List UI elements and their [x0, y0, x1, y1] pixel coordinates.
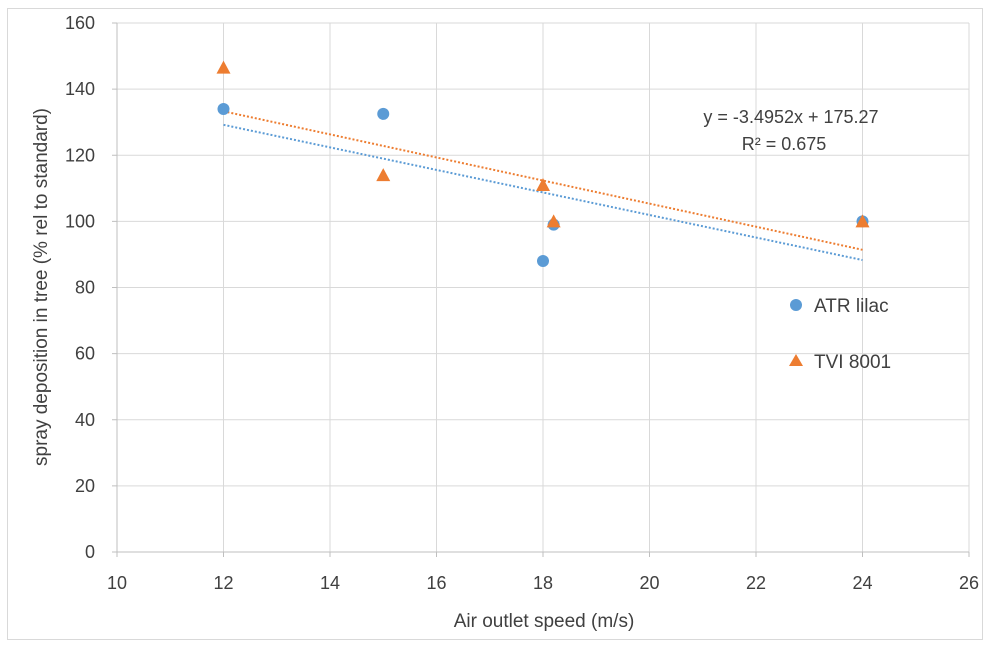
- legend-marker-tvi-8001: [789, 354, 803, 366]
- y-tick-label: 140: [65, 79, 95, 99]
- trendline-equation: y = -3.4952x + 175.27: [703, 107, 878, 127]
- x-tick-label: 20: [639, 573, 659, 593]
- trendline-atr-lilac: [223, 123, 863, 262]
- x-tick-label: 16: [426, 573, 446, 593]
- x-tick-label: 14: [320, 573, 340, 593]
- gridlines: [117, 22, 970, 552]
- y-tick-label: 60: [75, 344, 95, 364]
- y-tick-label: 120: [65, 145, 95, 165]
- x-tick-label: 24: [852, 573, 872, 593]
- trendlines: [223, 110, 863, 262]
- y-tick-label: 100: [65, 211, 95, 231]
- data-point-tvi-8001: [855, 214, 870, 228]
- legend-label-tvi-8001: TVI 8001: [814, 352, 891, 373]
- data-point-tvi-8001: [376, 168, 391, 182]
- chart-frame: [7, 8, 983, 640]
- data-point-tvi-8001: [546, 214, 561, 228]
- x-axis-label: Air outlet speed (m/s): [454, 611, 635, 632]
- legend-marker-atr-lilac: [790, 299, 802, 311]
- data-point-tvi-8001: [536, 178, 550, 192]
- trendline-r-squared: R² = 0.675: [742, 134, 827, 154]
- trendline-tvi-8001: [223, 110, 863, 251]
- x-tick-label: 18: [533, 573, 553, 593]
- y-tick-label: 0: [85, 542, 95, 562]
- axes: 10 12 14 16 18 20 22 24 26 0 20 40 60 80 100 120 140 160: [65, 13, 979, 593]
- y-axis-label: spray deposition in tree (% rel to stand…: [31, 108, 52, 466]
- x-tick-label: 26: [959, 573, 979, 593]
- legend-label-atr-lilac: ATR lilac: [814, 296, 889, 317]
- y-tick-label: 160: [65, 13, 95, 33]
- x-tick-label: 10: [107, 573, 127, 593]
- y-tick-label: 20: [75, 476, 95, 496]
- legend: ATR lilac TVI 8001: [789, 296, 891, 373]
- y-tick-label: 40: [75, 410, 95, 430]
- x-tick-label: 22: [746, 573, 766, 593]
- x-tick-label: 12: [213, 573, 233, 593]
- data-points: [216, 60, 870, 268]
- data-point-atr-lilac: [377, 107, 390, 120]
- data-point-atr-lilac: [217, 102, 230, 115]
- data-point-tvi-8001: [216, 60, 231, 74]
- data-point-atr-lilac: [537, 255, 549, 268]
- y-tick-label: 80: [75, 278, 95, 298]
